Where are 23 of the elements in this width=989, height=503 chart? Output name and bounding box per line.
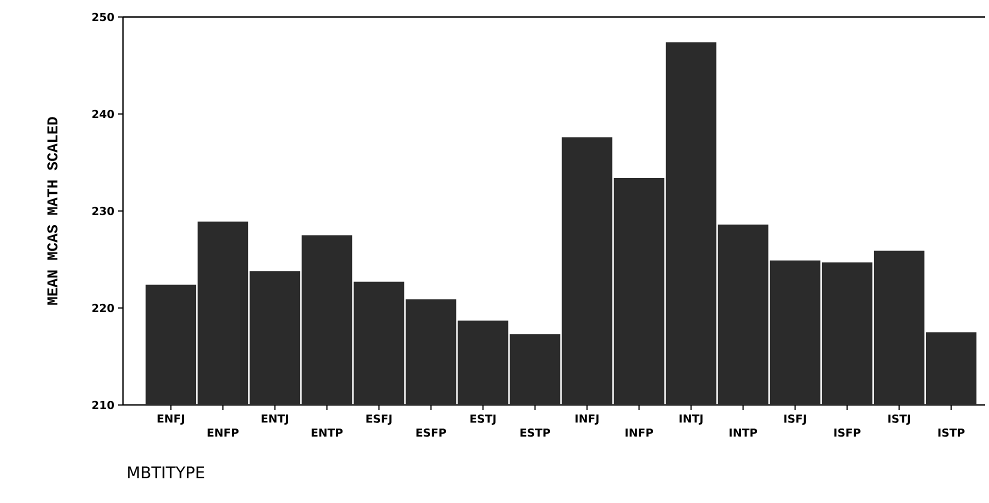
- x-tick-label: ISTP: [938, 428, 965, 437]
- y-tick-label: 240: [92, 110, 114, 118]
- y-tick-label: 250: [92, 12, 114, 22]
- y-axis-title: MEAN MCAS MATH SCALED: [47, 117, 58, 305]
- x-tick-label: ENFJ: [158, 414, 184, 425]
- x-tick-label: ESFJ: [366, 414, 392, 425]
- x-tick-label: ENTJ: [262, 414, 288, 425]
- y-tick-label: 210: [92, 400, 114, 410]
- x-tick-label: INTJ: [680, 414, 703, 425]
- y-tick-label: 230: [92, 206, 114, 216]
- y-tick-label: 220: [92, 304, 114, 312]
- x-tick-label: ESTP: [520, 428, 550, 437]
- x-tick-label: ENFP: [208, 428, 239, 437]
- x-tick-label: ISTJ: [888, 414, 910, 425]
- x-axis-title: MBTITYPE: [128, 466, 204, 478]
- x-tick-label: INTP: [730, 428, 758, 437]
- x-tick-label: ESTJ: [470, 414, 496, 425]
- x-tick-label: ESFP: [416, 428, 446, 437]
- x-tick-label: INFJ: [576, 414, 598, 425]
- x-tick-label: ENTP: [312, 428, 343, 437]
- x-tick-label: INFP: [626, 428, 654, 437]
- x-tick-label: ISFJ: [784, 414, 806, 425]
- x-tick-label: ISFP: [834, 428, 860, 437]
